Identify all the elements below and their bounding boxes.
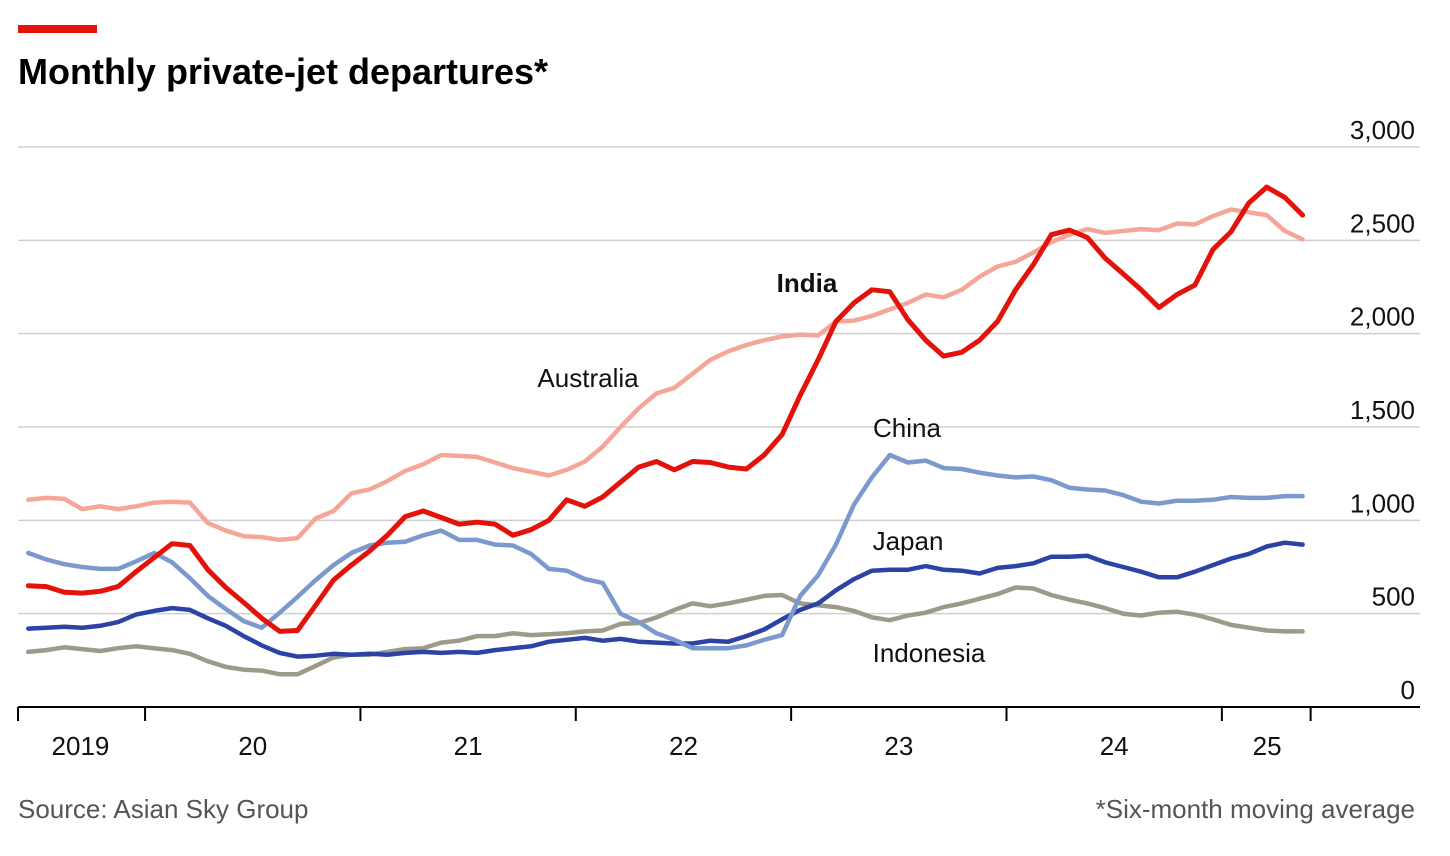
series-label: India (777, 268, 838, 298)
series-line (26, 540, 1305, 659)
x-tick-label: 25 (1253, 731, 1282, 761)
series-label: China (873, 413, 941, 443)
title-accent (18, 25, 97, 33)
y-tick-label: 3,000 (1350, 115, 1415, 145)
series-line (26, 207, 1305, 543)
series-line (26, 585, 1305, 677)
footnote: *Six-month moving average (1096, 794, 1415, 824)
series-line (25, 184, 1306, 634)
x-tick-label: 2019 (52, 731, 110, 761)
series-label: Indonesia (873, 638, 986, 668)
y-tick-label: 2,000 (1350, 302, 1415, 332)
source: Source: Asian Sky Group (18, 794, 308, 824)
chart-title: Monthly private-jet departures* (18, 51, 548, 92)
x-tick-label: 23 (884, 731, 913, 761)
series-label: Japan (873, 526, 944, 556)
series-label: Australia (537, 363, 639, 393)
x-tick-label: 22 (669, 731, 698, 761)
y-tick-label: 1,500 (1350, 395, 1415, 425)
y-tick-label: 1,000 (1350, 488, 1415, 518)
y-tick-label: 500 (1372, 582, 1415, 612)
y-tick-label: 0 (1401, 675, 1415, 705)
series-line (26, 452, 1305, 651)
x-tick-label: 24 (1100, 731, 1129, 761)
x-tick-label: 21 (454, 731, 483, 761)
y-tick-label: 2,500 (1350, 208, 1415, 238)
x-tick-label: 20 (238, 731, 267, 761)
